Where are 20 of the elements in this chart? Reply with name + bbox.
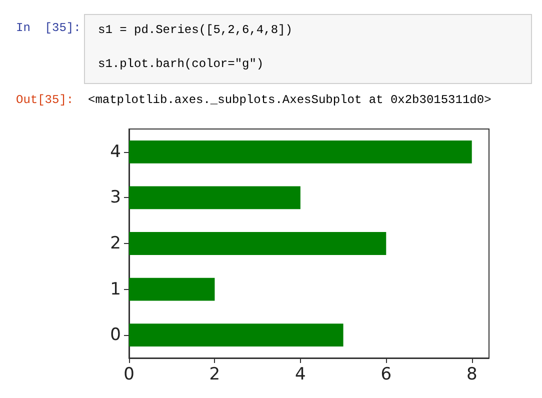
y-tick-label: 2 <box>110 234 121 254</box>
text: s1 = pd.Series([5,2,6,4,8]) <box>98 23 292 37</box>
text: <matplotlib.axes._subplots.AxesSubplot at 0x2b3015311d0> <box>88 93 492 107</box>
y-tick-label: 0 <box>110 325 121 346</box>
text: In [35]: <box>16 21 81 35</box>
bar <box>129 324 344 347</box>
text: Out[35]: <box>16 93 74 107</box>
bar <box>129 232 386 255</box>
bar <box>129 186 300 210</box>
bar <box>129 278 215 301</box>
bar <box>129 140 472 164</box>
y-tick-label: 1 <box>110 279 121 300</box>
x-tick-label: 8 <box>466 364 478 384</box>
x-tick-label: 6 <box>380 364 392 384</box>
x-tick-label: 4 <box>295 364 306 384</box>
y-tick-label: 4 <box>110 142 121 162</box>
x-tick-label: 0 <box>124 364 134 384</box>
text: s1.plot.barh(color="g") <box>98 57 264 71</box>
x-tick-label: 2 <box>209 364 220 384</box>
y-tick-label: 3 <box>110 188 121 208</box>
